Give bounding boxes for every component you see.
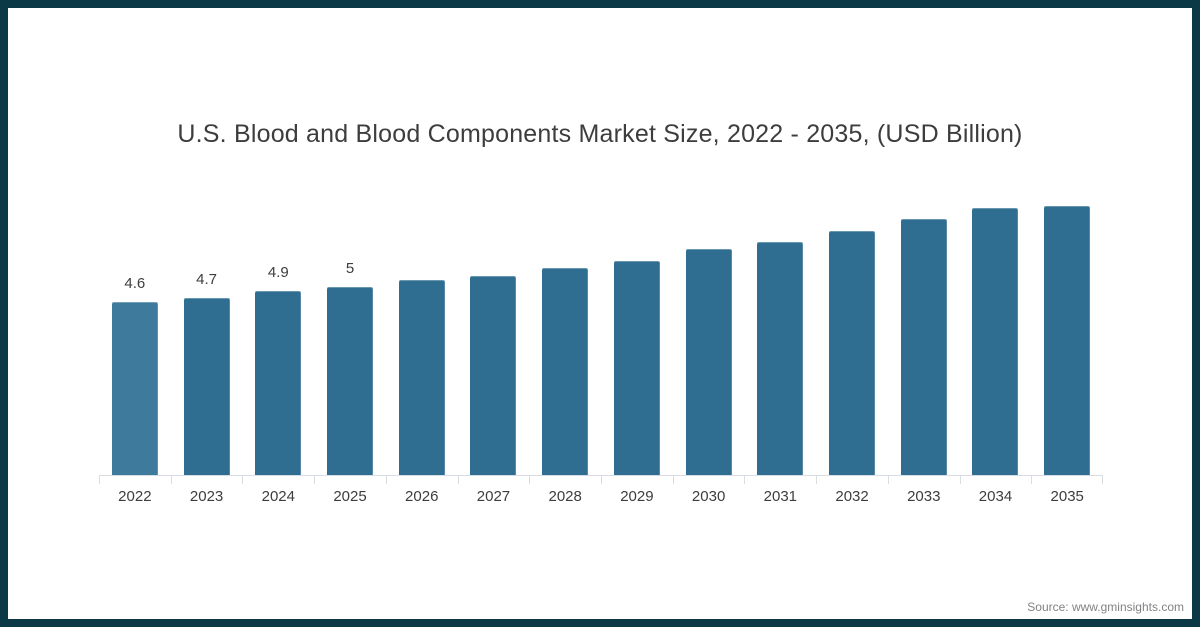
bar-slot-2035 — [1031, 180, 1103, 475]
x-axis-label-2033: 2033 — [907, 488, 941, 505]
x-axis-tick — [887, 475, 889, 484]
x-axis-tick — [672, 475, 674, 484]
x-axis-label-2025: 2025 — [333, 488, 367, 505]
x-axis-label-2029: 2029 — [620, 488, 654, 505]
bar-2025 — [327, 287, 374, 475]
x-axis-label-2022: 2022 — [118, 488, 152, 505]
x-axis-tick — [601, 475, 602, 484]
x-axis-tick — [816, 475, 818, 484]
x-axis-tick — [457, 475, 459, 484]
x-axis-label-2032: 2032 — [835, 488, 869, 505]
x-axis-label-2034: 2034 — [978, 488, 1013, 505]
x-axis-ticks — [99, 475, 1103, 484]
chart-title: U.S. Blood and Blood Components Market S… — [177, 120, 1023, 148]
bar-slot-2026 — [386, 180, 458, 475]
bar-2029 — [613, 260, 660, 475]
bar-2031 — [757, 241, 804, 475]
bar-2033 — [900, 219, 947, 475]
x-axis-label-2030: 2030 — [691, 488, 726, 505]
bar-slot-2025: 5 — [314, 180, 386, 475]
bar-2030 — [685, 249, 732, 475]
bar-slot-2024: 4.9 — [242, 180, 314, 475]
bar-chart-plot-area: 4.6 4.7 4.9 5 — [99, 180, 1103, 475]
x-axis-label-2031: 2031 — [763, 488, 798, 505]
bar-2024 — [255, 290, 302, 475]
x-axis-label-2024: 2024 — [261, 488, 295, 505]
bar-2022 — [111, 302, 158, 475]
bar-value-label: 4.6 — [124, 275, 146, 292]
x-axis-labels: 2022 2023 2024 2025 2026 2027 2028 2029 2030 2031… — [99, 488, 1103, 505]
x-axis-tick — [744, 475, 746, 484]
bar-slot-2034 — [960, 180, 1032, 475]
x-axis-label-2027: 2027 — [476, 488, 511, 505]
x-axis-tick — [314, 475, 316, 484]
bar-2028 — [542, 268, 589, 475]
x-axis-tick — [99, 475, 100, 484]
x-axis-label-2026: 2026 — [405, 488, 439, 505]
bar-2034 — [972, 208, 1019, 475]
bar-2035 — [1044, 206, 1091, 475]
bar-value-label: 5 — [345, 260, 355, 277]
bar-slot-2028 — [529, 180, 601, 475]
x-axis-tick — [529, 475, 531, 484]
bar-value-label: 4.9 — [267, 263, 289, 281]
bar-slot-2023: 4.7 — [171, 180, 243, 475]
x-axis-tick — [1102, 475, 1103, 484]
bar-slot-2022: 4.6 — [99, 180, 171, 475]
x-axis-tick — [385, 475, 387, 484]
bar-value-label: 4.7 — [196, 271, 217, 289]
bar-slot-2033 — [888, 180, 960, 475]
bar-slot-2031 — [744, 180, 816, 475]
bar-2023 — [183, 298, 230, 475]
x-axis-tick — [1031, 475, 1033, 484]
bar-slot-2029 — [601, 180, 673, 475]
bar-2027 — [470, 275, 517, 475]
bar-slot-2032 — [816, 180, 888, 475]
x-axis-tick — [959, 475, 961, 484]
x-axis-label-2023: 2023 — [189, 488, 224, 505]
source-attribution: Source: www.gminsights.com — [1027, 600, 1184, 614]
x-axis-tick — [242, 475, 244, 484]
bar-2032 — [829, 230, 876, 475]
bar-2026 — [398, 279, 445, 475]
bar-slot-2027 — [458, 180, 530, 475]
x-axis-label-2028: 2028 — [548, 488, 582, 505]
x-axis-tick — [170, 475, 172, 484]
x-axis-label-2035: 2035 — [1050, 488, 1084, 505]
bar-slot-2030 — [673, 180, 745, 475]
